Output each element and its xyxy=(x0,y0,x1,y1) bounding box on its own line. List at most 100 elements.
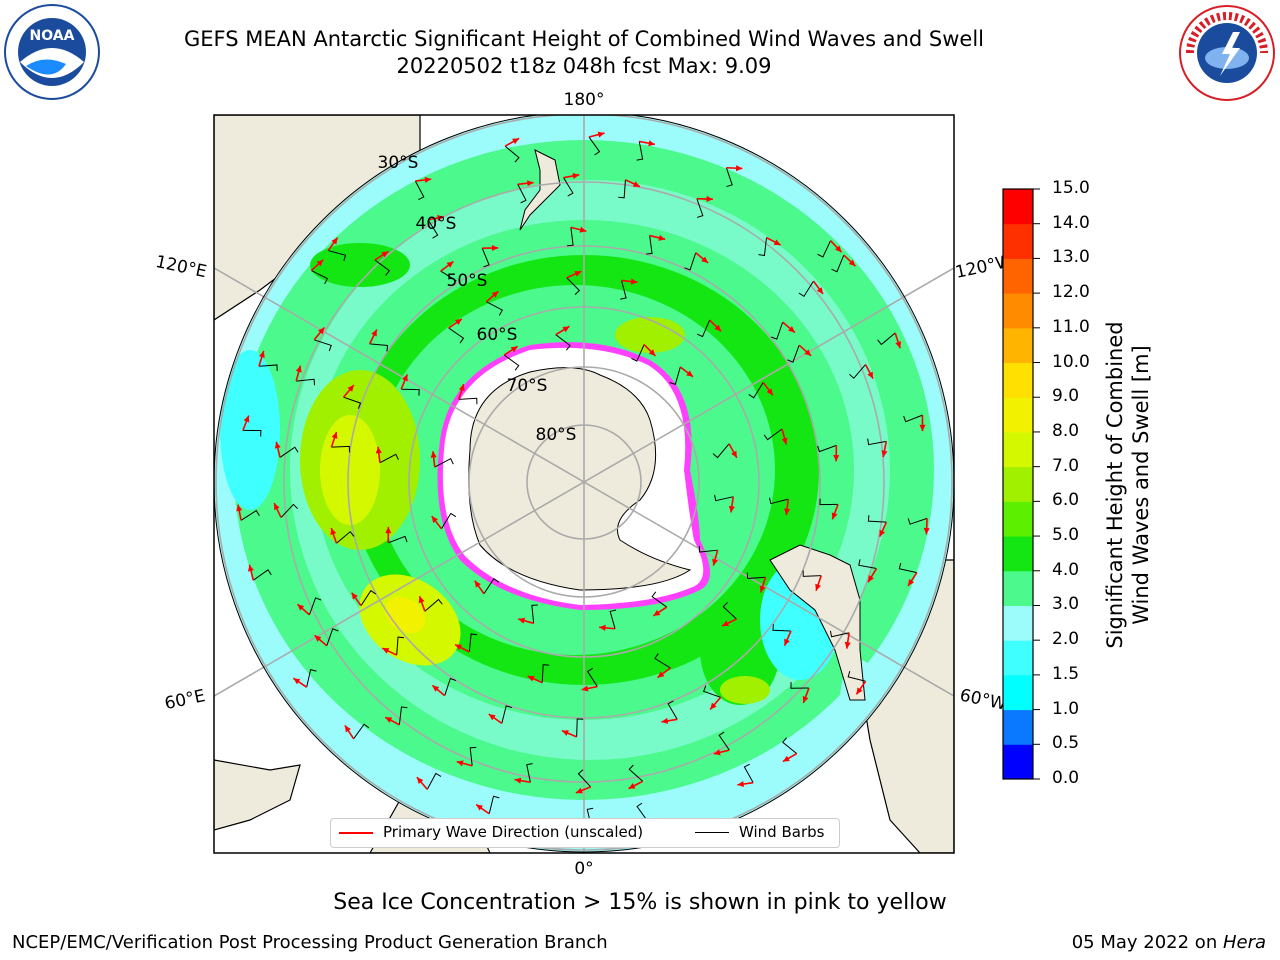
wind-barb xyxy=(696,198,704,218)
wind-barb xyxy=(326,628,339,646)
wave-arrow-head xyxy=(781,437,788,445)
barb-legend-label: Wind Barbs xyxy=(739,823,825,841)
wind-barb xyxy=(388,535,408,544)
wave-arrow-head xyxy=(881,450,888,458)
wave-arrow-head xyxy=(476,804,484,811)
wave-arrow-head xyxy=(868,575,874,583)
colorbar-segment xyxy=(1003,327,1033,364)
colorbar-tick-label: 14.0 xyxy=(1052,212,1090,233)
wave-arrow-head xyxy=(314,635,322,642)
wind-barb xyxy=(586,667,598,687)
wave-arrow-head xyxy=(597,131,605,138)
wave-arrow-head xyxy=(728,505,735,513)
wind-barb xyxy=(541,664,550,683)
colorbar-segment xyxy=(1003,570,1033,606)
wind-barb xyxy=(829,630,850,638)
wave-arrow-head xyxy=(385,717,393,723)
wave-arrow-head xyxy=(867,371,874,379)
wave-arrow-head xyxy=(833,455,840,462)
wave-arrow-head xyxy=(575,787,583,794)
wind-barb xyxy=(702,685,721,698)
wave-arrow-head xyxy=(418,596,425,604)
wind-barb xyxy=(314,339,332,352)
wave-arrow-head xyxy=(788,326,795,333)
wind-barb xyxy=(481,247,490,268)
colorbar-segment xyxy=(1003,362,1033,398)
wave-arrow-head xyxy=(632,181,640,187)
wind-barb xyxy=(441,512,457,530)
land-africa xyxy=(214,759,301,831)
wave-arrow-head xyxy=(737,781,744,788)
wind-barb xyxy=(782,737,798,754)
colorbar-tick-label: 0.5 xyxy=(1052,733,1080,754)
wave-arrow-head xyxy=(416,777,424,784)
wave-arrow-head xyxy=(236,504,243,512)
wave-arrow-head xyxy=(713,749,721,756)
colorbar-tick-label: 11.0 xyxy=(1052,316,1090,337)
colorbar-tick-label: 2.0 xyxy=(1052,629,1080,650)
wind-barb xyxy=(907,517,928,525)
wind-barb xyxy=(483,578,500,595)
wind-barb xyxy=(714,494,734,502)
wind-barb xyxy=(898,562,917,574)
colorbar-segment xyxy=(1003,640,1033,676)
wind-barb xyxy=(504,145,520,163)
wave-arrow-head xyxy=(488,714,496,721)
wave-arrow-head xyxy=(722,620,730,627)
colorbar xyxy=(1003,188,1040,780)
wave-arrow-head xyxy=(351,592,358,600)
wave-arrow-head xyxy=(628,783,636,789)
wave-arrow-head xyxy=(661,717,669,724)
svg-text:NOAA: NOAA xyxy=(30,28,75,44)
lon-label-60e: 60°E xyxy=(163,686,207,714)
land-new-zealand xyxy=(519,149,561,231)
wind-barb xyxy=(280,503,298,518)
wave-arrow-head xyxy=(919,424,926,432)
footer-credit: NCEP/EMC/Verification Post Processing Pr… xyxy=(12,932,608,953)
wind-barb xyxy=(903,414,923,423)
colorbar-tick-label: 7.0 xyxy=(1052,455,1080,476)
wind-barb xyxy=(306,669,317,688)
wave-arrow-head xyxy=(474,580,481,588)
wave-arrow-head xyxy=(735,165,743,172)
noaa-logo: NOAA xyxy=(4,4,100,100)
wave-arrow-head xyxy=(657,671,665,678)
wave-arrow-head xyxy=(710,702,717,710)
wind-barb xyxy=(790,682,809,689)
colorbar-tick-label: 3.0 xyxy=(1052,594,1080,615)
wave-arrow-head xyxy=(243,415,250,423)
wind-barb xyxy=(722,602,737,620)
wave-arrow-head xyxy=(491,244,499,252)
wind-barb xyxy=(631,344,645,362)
wave-arrow-head xyxy=(331,431,338,439)
colorbar-tick-label: 5.0 xyxy=(1052,525,1080,546)
wind-barb xyxy=(763,428,783,441)
colorbar-segment xyxy=(1003,501,1033,537)
wind-barb xyxy=(531,604,538,624)
wave-arrow-head xyxy=(512,138,520,145)
wind-barb xyxy=(847,670,866,682)
colorbar-segment xyxy=(1003,189,1033,225)
wind-barb xyxy=(414,180,425,201)
wave-arrow-head xyxy=(712,558,718,566)
wind-barb xyxy=(787,345,800,363)
wave-arrow-head xyxy=(701,256,709,263)
wind-barb xyxy=(567,227,574,247)
wind-barb xyxy=(654,653,671,669)
lat-label-80s: 80°S xyxy=(536,425,577,445)
wave-arrow-head xyxy=(714,324,722,332)
wave-arrow-head xyxy=(402,374,408,382)
colorbar-segment xyxy=(1003,293,1033,329)
wind-barb xyxy=(308,597,322,615)
wind-barb xyxy=(636,802,648,822)
wind-barb xyxy=(517,184,527,204)
wind-barb xyxy=(770,321,784,340)
wave-arrow-head xyxy=(456,760,464,767)
colorbar-tick-label: 6.0 xyxy=(1052,490,1080,511)
wind-barb xyxy=(468,633,478,652)
colorbar-tick-label: 12.0 xyxy=(1052,282,1090,303)
lon-label-60w: 60°W xyxy=(958,685,1008,714)
wind-barb xyxy=(646,235,653,255)
colorbar-tick-label: 13.0 xyxy=(1052,247,1090,268)
